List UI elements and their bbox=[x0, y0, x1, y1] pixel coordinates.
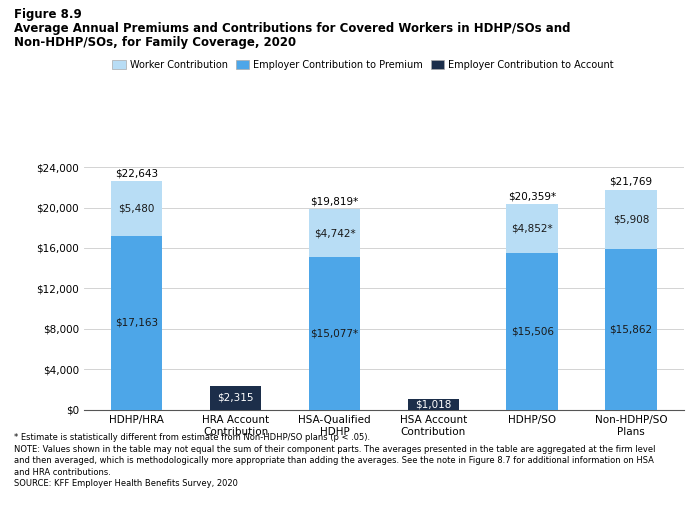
Text: SOURCE: KFF Employer Health Benefits Survey, 2020: SOURCE: KFF Employer Health Benefits Sur… bbox=[14, 479, 238, 488]
Text: NOTE: Values shown in the table may not equal the sum of their component parts. : NOTE: Values shown in the table may not … bbox=[14, 445, 655, 454]
Bar bbox=[605, 190, 657, 249]
Text: * Estimate is statistically different from estimate from Non-HDHP/SO plans (p < : * Estimate is statistically different fr… bbox=[14, 433, 370, 442]
Bar bbox=[309, 209, 360, 257]
Text: and HRA contributions.: and HRA contributions. bbox=[14, 468, 111, 477]
Text: $15,862: $15,862 bbox=[609, 324, 653, 334]
Text: and then averaged, which is methodologically more appropriate than adding the av: and then averaged, which is methodologic… bbox=[14, 456, 654, 465]
Text: $5,480: $5,480 bbox=[119, 204, 155, 214]
Text: $15,077*: $15,077* bbox=[311, 329, 359, 339]
Text: $2,315: $2,315 bbox=[217, 393, 254, 403]
Bar bbox=[605, 249, 657, 410]
Text: $19,819*: $19,819* bbox=[311, 196, 359, 206]
Text: $20,359*: $20,359* bbox=[508, 191, 556, 201]
Text: $1,018: $1,018 bbox=[415, 400, 452, 410]
Text: Figure 8.9: Figure 8.9 bbox=[14, 8, 82, 21]
Text: $17,163: $17,163 bbox=[115, 318, 158, 328]
Bar bbox=[408, 399, 459, 410]
Text: $5,908: $5,908 bbox=[613, 215, 649, 225]
Text: Average Annual Premiums and Contributions for Covered Workers in HDHP/SOs and: Average Annual Premiums and Contribution… bbox=[14, 22, 570, 35]
Text: Non-HDHP/SOs, for Family Coverage, 2020: Non-HDHP/SOs, for Family Coverage, 2020 bbox=[14, 36, 296, 49]
Bar bbox=[111, 236, 163, 410]
Bar bbox=[210, 386, 261, 410]
Text: $21,769: $21,769 bbox=[609, 177, 653, 187]
Bar bbox=[507, 204, 558, 253]
Bar bbox=[507, 253, 558, 410]
Bar bbox=[111, 181, 163, 236]
Text: $4,852*: $4,852* bbox=[512, 224, 553, 234]
Text: $15,506: $15,506 bbox=[511, 326, 554, 336]
Text: $4,742*: $4,742* bbox=[313, 228, 355, 238]
Legend: Worker Contribution, Employer Contribution to Premium, Employer Contribution to : Worker Contribution, Employer Contributi… bbox=[112, 60, 614, 70]
Bar bbox=[309, 257, 360, 410]
Text: $22,643: $22,643 bbox=[115, 168, 158, 178]
